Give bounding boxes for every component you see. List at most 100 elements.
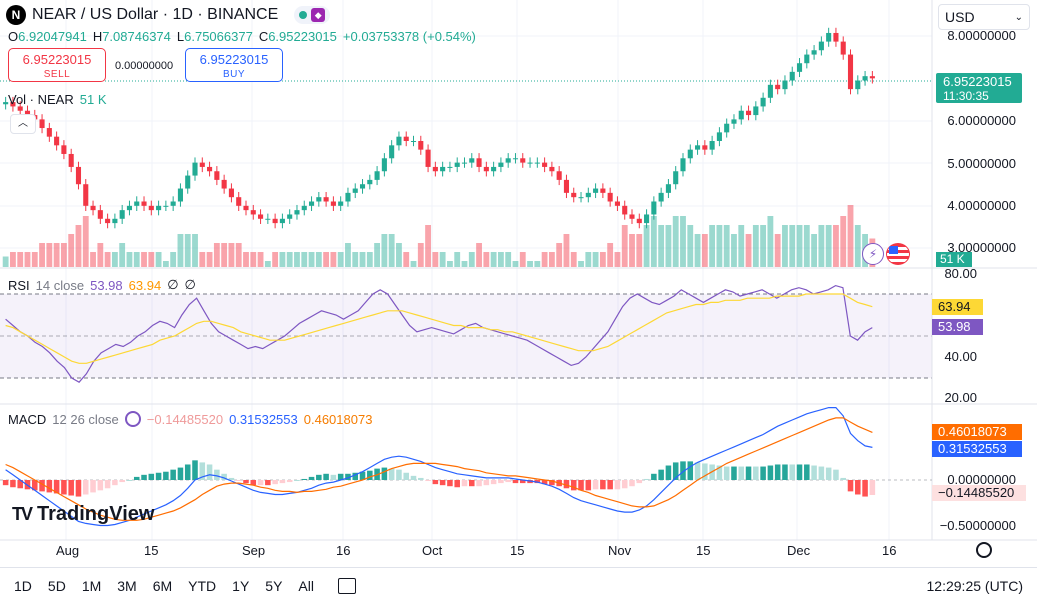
- volume-bar: [90, 252, 96, 267]
- volume-bar: [541, 252, 548, 267]
- candle-body: [869, 76, 875, 79]
- macd-histogram-bar: [811, 465, 817, 480]
- collapse-chevron-icon[interactable]: ︿: [10, 114, 36, 134]
- range-1y[interactable]: 1Y: [232, 577, 250, 594]
- macd-histogram-bar: [607, 480, 613, 490]
- macd-histogram-bar: [439, 480, 446, 486]
- volume-bar: [811, 234, 818, 267]
- candle-body: [695, 145, 701, 150]
- sell-button[interactable]: 6.95223015 SELL: [8, 48, 106, 82]
- range-1d[interactable]: 1D: [14, 577, 32, 594]
- candle-body: [753, 106, 759, 116]
- volume-bar: [381, 234, 388, 267]
- utc-clock[interactable]: 12:29:25 (UTC): [926, 577, 1023, 594]
- price-tick: 4.00000000: [947, 198, 1016, 213]
- symbol-title[interactable]: NEAR / US Dollar · 1D · BINANCE: [32, 6, 279, 23]
- macd-hist-value: −0.14485520: [146, 411, 224, 427]
- low-label: L: [176, 29, 185, 44]
- macd-histogram-bar: [126, 480, 133, 481]
- rsi-null-1: ∅: [167, 277, 179, 292]
- bar-countdown: 11:30:35: [943, 89, 989, 103]
- volume-legend[interactable]: Vol · NEAR 51 K: [8, 92, 107, 107]
- macd-histogram-bar: [563, 480, 570, 489]
- time-tick: 15: [144, 543, 159, 558]
- range-5d[interactable]: 5D: [47, 577, 66, 594]
- candle-body: [126, 205, 133, 211]
- macd-histogram-bar: [636, 480, 643, 484]
- macd-histogram-bar: [53, 480, 60, 494]
- candle-body: [214, 171, 220, 180]
- macd-histogram-bar: [687, 461, 694, 480]
- volume-bar: [60, 243, 67, 267]
- gear-icon[interactable]: [976, 542, 992, 558]
- candle-body: [593, 188, 599, 193]
- range-5y[interactable]: 5Y: [265, 577, 283, 594]
- range-3m[interactable]: 3M: [117, 577, 137, 594]
- rsi-legend[interactable]: RSI 14 close 53.98 63.94 ∅ ∅: [8, 277, 196, 293]
- volume-bar: [403, 252, 410, 267]
- macd-histogram-bar: [483, 480, 490, 486]
- candle-body: [440, 166, 446, 172]
- volume-bar: [119, 243, 126, 267]
- volume-bar: [497, 252, 504, 267]
- flash-icon[interactable]: ⚡: [862, 243, 884, 265]
- candle-body: [389, 145, 395, 159]
- market-status[interactable]: ◆: [294, 6, 331, 24]
- volume-bar: [345, 243, 351, 267]
- rsi-line: [5, 284, 873, 383]
- candle-body: [425, 149, 431, 167]
- macd-cycle-icon[interactable]: [124, 411, 141, 427]
- volume-bar: [2, 256, 9, 267]
- volume-bar: [272, 252, 279, 267]
- macd-histogram: [2, 460, 876, 497]
- rsi-label: RSI: [8, 277, 30, 293]
- volume-bar: [643, 225, 650, 267]
- macd-legend[interactable]: MACD 12 26 close −0.14485520 0.31532553 …: [8, 411, 372, 427]
- volume-bar: [454, 252, 461, 267]
- macd-histogram-bar: [228, 477, 235, 480]
- volume-bar: [658, 225, 665, 267]
- candle-body: [352, 188, 358, 193]
- volume-bar: [410, 261, 417, 267]
- macd-histogram-bar: [257, 480, 264, 486]
- macd-histogram-bar: [418, 477, 424, 480]
- volume-bar: [396, 243, 402, 267]
- macd-histogram-bar: [600, 480, 606, 490]
- volume-bar: [228, 243, 235, 267]
- volume-bar: [519, 252, 526, 267]
- candlesticks[interactable]: [3, 27, 875, 229]
- ohlc-legend: O6.92047941 H7.08746374 L6.75066377 C6.9…: [8, 29, 476, 44]
- candle-body: [563, 179, 570, 193]
- macd-hist-tag: −0.14485520: [932, 485, 1026, 501]
- currency-select[interactable]: USD ⌄: [938, 4, 1030, 30]
- symbol-header[interactable]: N NEAR / US Dollar · 1D · BINANCE ◆: [6, 4, 331, 26]
- range-ytd[interactable]: YTD: [188, 577, 217, 594]
- price-tick: 3.00000000: [947, 240, 1016, 255]
- candle-body: [447, 166, 453, 168]
- macd-histogram-bar: [592, 480, 599, 490]
- time-tick: 15: [510, 543, 525, 558]
- events-markers[interactable]: ⚡: [862, 243, 910, 265]
- candle-body: [24, 110, 31, 116]
- volume-bar: [170, 252, 177, 267]
- rsi-ma-tag: 63.94: [932, 299, 983, 315]
- macd-histogram-bar: [651, 473, 657, 480]
- buy-button[interactable]: 6.95223015 BUY: [185, 48, 283, 82]
- candle-body: [804, 54, 810, 64]
- calendar-range-icon[interactable]: [337, 577, 356, 594]
- candle-body: [629, 214, 635, 219]
- macd-histogram-bar: [396, 469, 402, 480]
- volume-bar: [782, 225, 788, 267]
- macd-histogram-bar: [665, 465, 672, 480]
- macd-histogram-bar: [658, 469, 664, 480]
- macd-histogram-bar: [614, 480, 621, 490]
- us-flag-icon[interactable]: [886, 243, 910, 265]
- volume-bar: [366, 252, 373, 267]
- macd-histogram-bar: [75, 480, 82, 497]
- range-1m[interactable]: 1M: [81, 577, 102, 594]
- range-all[interactable]: All: [298, 577, 314, 594]
- tradingview-logo[interactable]: TV TradingView: [12, 503, 154, 526]
- candle-body: [250, 210, 256, 215]
- range-6m[interactable]: 6M: [152, 577, 173, 594]
- volume-bar: [315, 252, 322, 267]
